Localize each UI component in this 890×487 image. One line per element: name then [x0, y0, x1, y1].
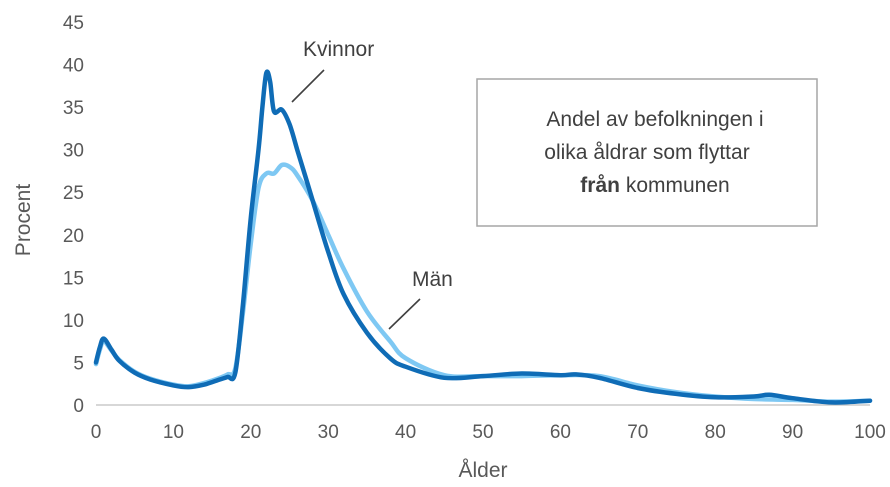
y-tick-label: 15 [63, 268, 84, 289]
series-line-kvinnor [93, 69, 873, 405]
x-tick-label: 90 [782, 422, 803, 443]
y-tick-label: 5 [73, 353, 84, 374]
annotation-bold-word: från [580, 174, 620, 197]
y-tick-labels: 0 5 10 15 20 25 30 35 40 45 [63, 13, 84, 417]
x-tick-label: 20 [240, 422, 261, 443]
x-tick-label: 70 [627, 422, 648, 443]
x-tick-label: 10 [163, 422, 184, 443]
kvinnor-leader-line [291, 69, 325, 103]
series-lines [93, 69, 873, 405]
x-tick-label: 50 [472, 422, 493, 443]
x-tick-label: 60 [550, 422, 571, 443]
series-label-kvinnor: Kvinnor [303, 38, 374, 61]
annotation-line-1: Andel av befolkningen i [546, 108, 763, 131]
annotation-box [476, 78, 818, 227]
x-tick-labels: 0 10 20 30 40 50 60 70 80 90 100 [91, 422, 886, 443]
annotation-line-2: olika åldrar som flyttar [544, 141, 749, 164]
y-tick-label: 10 [63, 311, 84, 332]
x-tick-label: 0 [91, 422, 102, 443]
y-tick-label: 25 [63, 183, 84, 204]
x-axis-title: Ålder [458, 459, 507, 482]
x-tick-label: 40 [395, 422, 416, 443]
y-tick-label: 20 [63, 226, 84, 247]
annotation-rest: kommunen [620, 174, 730, 197]
annotation-line-3: från kommunen [580, 174, 729, 197]
series-label-man: Män [412, 268, 453, 291]
y-tick-label: 35 [63, 98, 84, 119]
x-tick-label: 30 [318, 422, 339, 443]
x-tick-label: 100 [854, 422, 886, 443]
y-tick-label: 30 [63, 141, 84, 162]
y-tick-label: 45 [63, 13, 84, 34]
man-leader-line [388, 298, 421, 330]
x-tick-label: 80 [705, 422, 726, 443]
y-axis-title: Procent [12, 184, 35, 257]
y-tick-label: 40 [63, 56, 84, 77]
y-tick-label: 0 [73, 396, 84, 417]
